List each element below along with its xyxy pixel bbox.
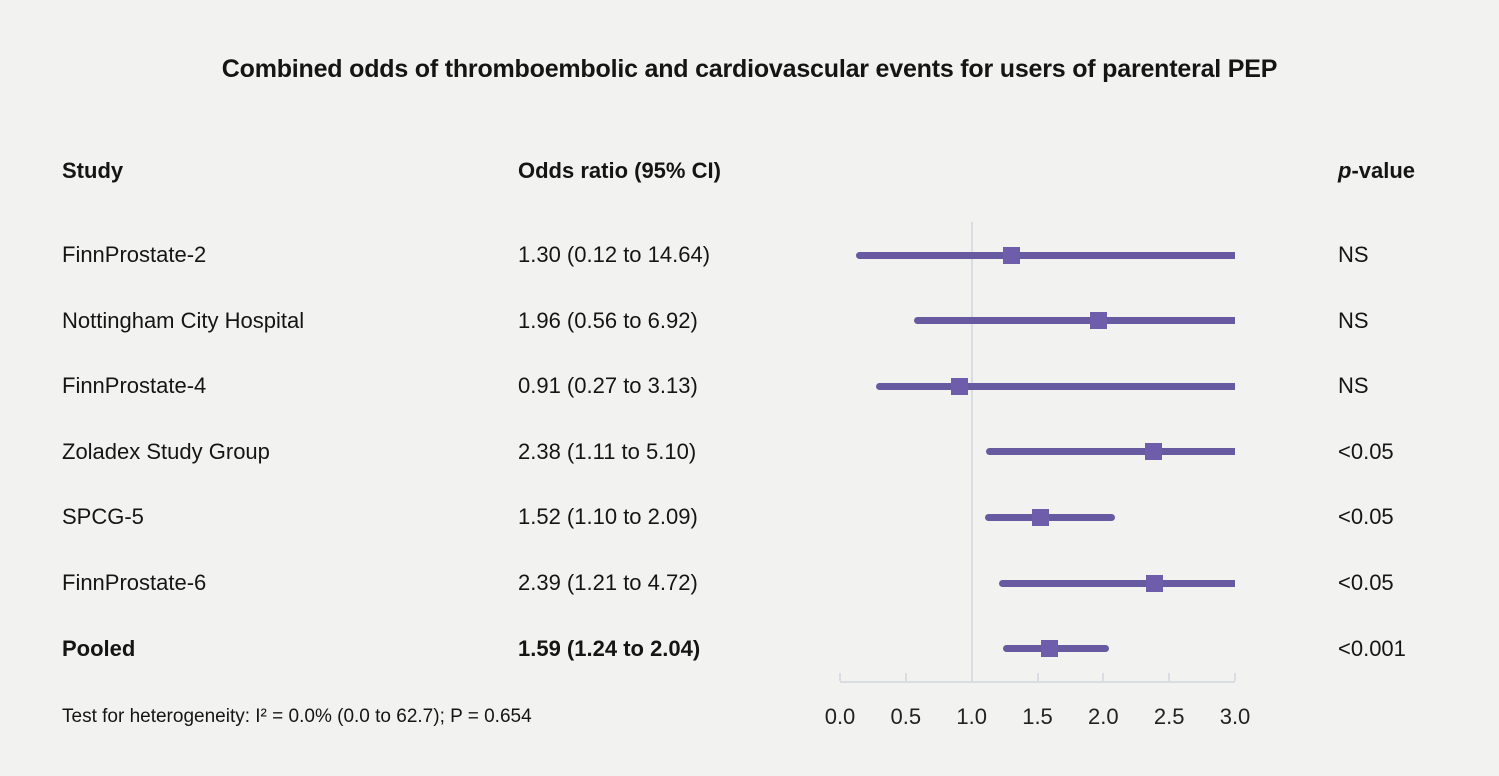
- odds-ratio-text: 2.38 (1.11 to 5.10): [518, 438, 697, 464]
- odds-ratio-marker: [1040, 640, 1058, 658]
- confidence-interval-line: [855, 251, 1235, 259]
- confidence-interval-line: [986, 448, 1235, 456]
- x-axis-tick-label: 1.0: [956, 704, 987, 729]
- p-value-text: NS: [1338, 307, 1369, 333]
- odds-ratio-text: 2.39 (1.21 to 4.72): [518, 570, 698, 595]
- x-axis-tick-label: 1.5: [1022, 704, 1053, 729]
- odds-ratio-text: 1.52 (1.10 to 2.09): [518, 504, 698, 530]
- p-value-text: <0.05: [1338, 570, 1394, 595]
- x-axis-tick-label: 0.0: [824, 704, 856, 729]
- confidence-interval-line: [999, 579, 1235, 587]
- reference-line: [970, 222, 973, 682]
- confidence-interval-line: [875, 382, 1235, 390]
- x-axis-tick-label: 2.5: [1153, 704, 1185, 729]
- odds-ratio-text: 1.59 (1.24 to 2.04): [518, 635, 701, 661]
- chart-title: Combined odds of thromboembolic and card…: [221, 55, 1278, 83]
- x-axis-tick: [1168, 673, 1171, 681]
- heterogeneity-note: Test for heterogeneity: I² = 0.0% (0.0 t…: [62, 706, 532, 727]
- x-axis-tick: [904, 673, 907, 681]
- p-value-text: <0.05: [1338, 504, 1394, 530]
- x-axis-tick: [970, 673, 973, 681]
- p-value-text: <0.001: [1338, 635, 1406, 661]
- column-header-study: Study: [62, 158, 124, 183]
- odds-ratio-marker: [1002, 246, 1020, 264]
- x-axis-tick-label: 3.0: [1219, 704, 1251, 729]
- x-axis-tick: [839, 673, 841, 681]
- x-axis-tick: [1234, 673, 1236, 681]
- x-axis-line: [840, 681, 1235, 683]
- study-name: Nottingham City Hospital: [62, 307, 305, 333]
- x-axis-tick: [1102, 673, 1105, 681]
- p-value-text: <0.05: [1338, 438, 1394, 464]
- column-header-odds-ratio: Odds ratio (95% CI): [518, 158, 721, 183]
- x-axis-tick-label: 0.5: [890, 704, 922, 729]
- confidence-interval-line: [913, 317, 1235, 325]
- odds-ratio-marker: [1031, 508, 1049, 526]
- odds-ratio-text: 0.91 (0.27 to 3.13): [518, 373, 698, 399]
- study-name: SPCG-5: [62, 504, 144, 530]
- confidence-interval-line: [984, 513, 1116, 521]
- x-axis-tick: [1036, 673, 1039, 681]
- study-name: FinnProstate-4: [62, 373, 207, 399]
- odds-ratio-marker: [1144, 443, 1162, 461]
- study-name: FinnProstate-6: [62, 570, 207, 595]
- odds-ratio-text: 1.96 (0.56 to 6.92): [518, 307, 698, 333]
- p-value-text: NS: [1338, 373, 1369, 399]
- odds-ratio-marker: [951, 377, 969, 395]
- odds-ratio-text: 1.30 (0.12 to 14.64): [518, 242, 711, 267]
- odds-ratio-marker: [1146, 574, 1164, 592]
- odds-ratio-marker: [1089, 312, 1107, 330]
- study-name: Zoladex Study Group: [62, 438, 270, 464]
- pvalue-header-rest: -value: [1351, 158, 1416, 183]
- p-value-text: NS: [1338, 242, 1369, 267]
- study-name: FinnProstate-2: [62, 242, 207, 267]
- x-axis-tick-label: 2.0: [1088, 704, 1119, 729]
- column-header-pvalue: p-value: [1338, 157, 1415, 185]
- pvalue-header-italic-p: p: [1338, 158, 1352, 183]
- study-name: Pooled: [62, 635, 136, 661]
